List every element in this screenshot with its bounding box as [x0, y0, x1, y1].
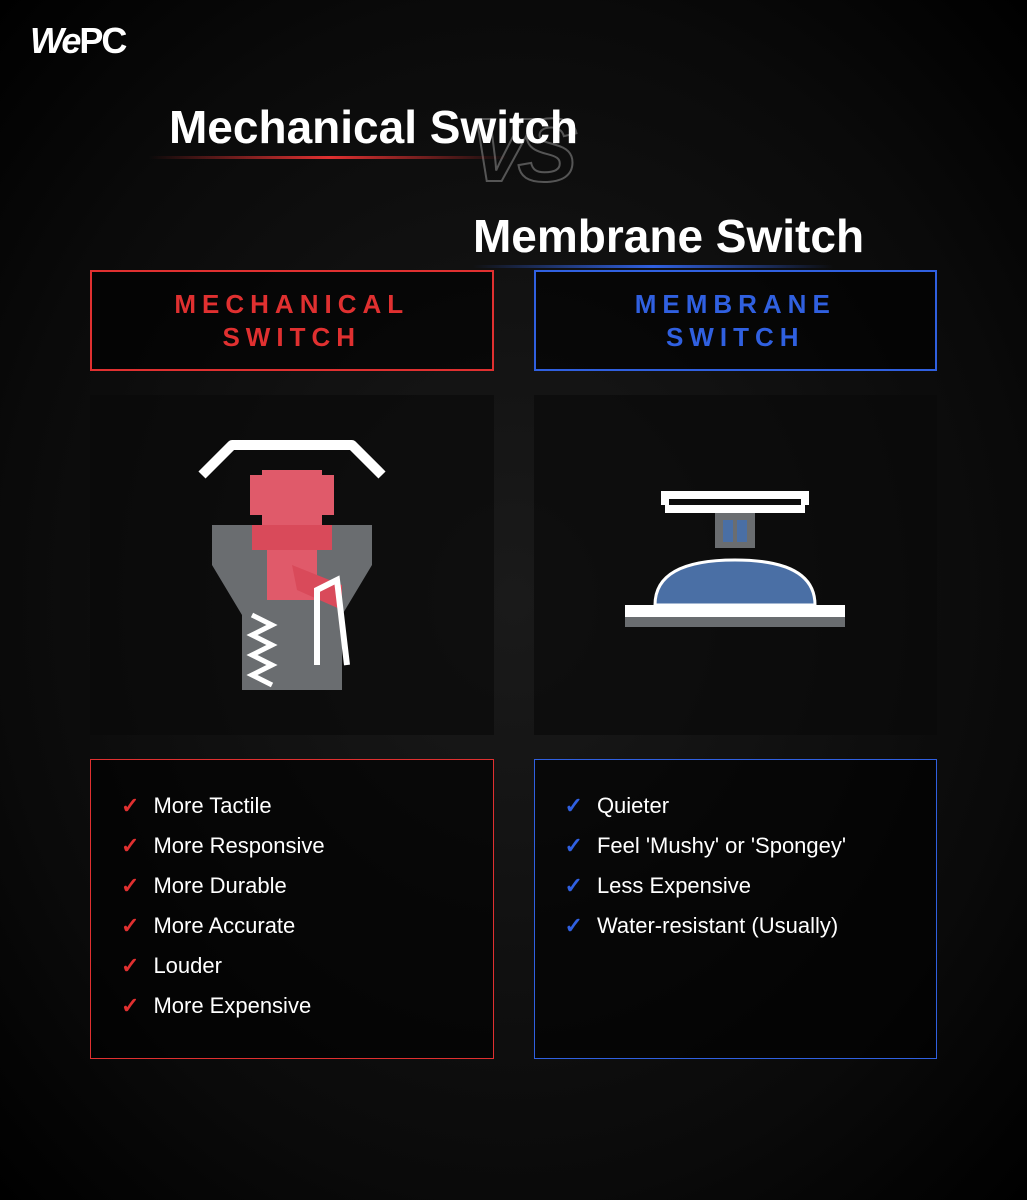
right-illustration [534, 395, 938, 735]
feature-text: Water-resistant (Usually) [597, 913, 838, 939]
right-feature-list: ✓ Quieter ✓ Feel 'Mushy' or 'Spongey' ✓ Les… [565, 786, 907, 946]
left-illustration [90, 395, 494, 735]
list-item: ✓ More Durable [121, 866, 463, 906]
right-column: MEMBRANE SWITCH ✓ Quieter [534, 270, 938, 1059]
right-header-line1: MEMBRANE [546, 288, 926, 321]
feature-text: More Tactile [153, 793, 271, 819]
logo-left: We [30, 20, 79, 61]
feature-text: More Expensive [153, 993, 311, 1019]
check-icon: ✓ [565, 793, 583, 819]
check-icon: ✓ [121, 873, 139, 899]
feature-text: More Accurate [153, 913, 295, 939]
feature-text: More Responsive [153, 833, 324, 859]
list-item: ✓ More Responsive [121, 826, 463, 866]
check-icon: ✓ [121, 993, 139, 1019]
left-header-line1: MECHANICAL [102, 288, 482, 321]
feature-text: Feel 'Mushy' or 'Spongey' [597, 833, 846, 859]
right-header-line2: SWITCH [546, 321, 926, 354]
check-icon: ✓ [121, 953, 139, 979]
list-item: ✓ Less Expensive [565, 866, 907, 906]
logo: WePC [30, 20, 125, 62]
title: Mechanical Switch Membrane Switch [0, 100, 1027, 218]
columns: MECHANICAL SWITCH [90, 270, 937, 1059]
list-item: ✓ Water-resistant (Usually) [565, 906, 907, 946]
left-header-box: MECHANICAL SWITCH [90, 270, 494, 371]
title-right-text: Membrane Switch [473, 210, 864, 262]
list-item: ✓ More Tactile [121, 786, 463, 826]
list-item: ✓ Feel 'Mushy' or 'Spongey' [565, 826, 907, 866]
list-item: ✓ Quieter [565, 786, 907, 826]
feature-text: Quieter [597, 793, 669, 819]
left-feature-list: ✓ More Tactile ✓ More Responsive ✓ More Dur… [121, 786, 463, 1026]
membrane-switch-icon [585, 465, 885, 665]
left-column: MECHANICAL SWITCH [90, 270, 494, 1059]
list-item: ✓ More Accurate [121, 906, 463, 946]
check-icon: ✓ [121, 833, 139, 859]
check-icon: ✓ [121, 793, 139, 819]
right-features: ✓ Quieter ✓ Feel 'Mushy' or 'Spongey' ✓ Les… [534, 759, 938, 1059]
list-item: ✓ More Expensive [121, 986, 463, 1026]
logo-right: PC [79, 20, 125, 61]
title-left: Mechanical Switch [169, 100, 578, 159]
check-icon: ✓ [565, 873, 583, 899]
underline-right [473, 265, 833, 268]
left-header-line2: SWITCH [102, 321, 482, 354]
right-header-box: MEMBRANE SWITCH [534, 270, 938, 371]
title-left-text: Mechanical Switch [169, 101, 578, 153]
feature-text: Less Expensive [597, 873, 751, 899]
list-item: ✓ Louder [121, 946, 463, 986]
title-right: Membrane Switch [473, 209, 864, 268]
underline-left [149, 156, 509, 159]
left-features: ✓ More Tactile ✓ More Responsive ✓ More Dur… [90, 759, 494, 1059]
check-icon: ✓ [121, 913, 139, 939]
feature-text: Louder [153, 953, 222, 979]
check-icon: ✓ [565, 913, 583, 939]
mechanical-switch-icon [142, 415, 442, 715]
feature-text: More Durable [153, 873, 286, 899]
check-icon: ✓ [565, 833, 583, 859]
